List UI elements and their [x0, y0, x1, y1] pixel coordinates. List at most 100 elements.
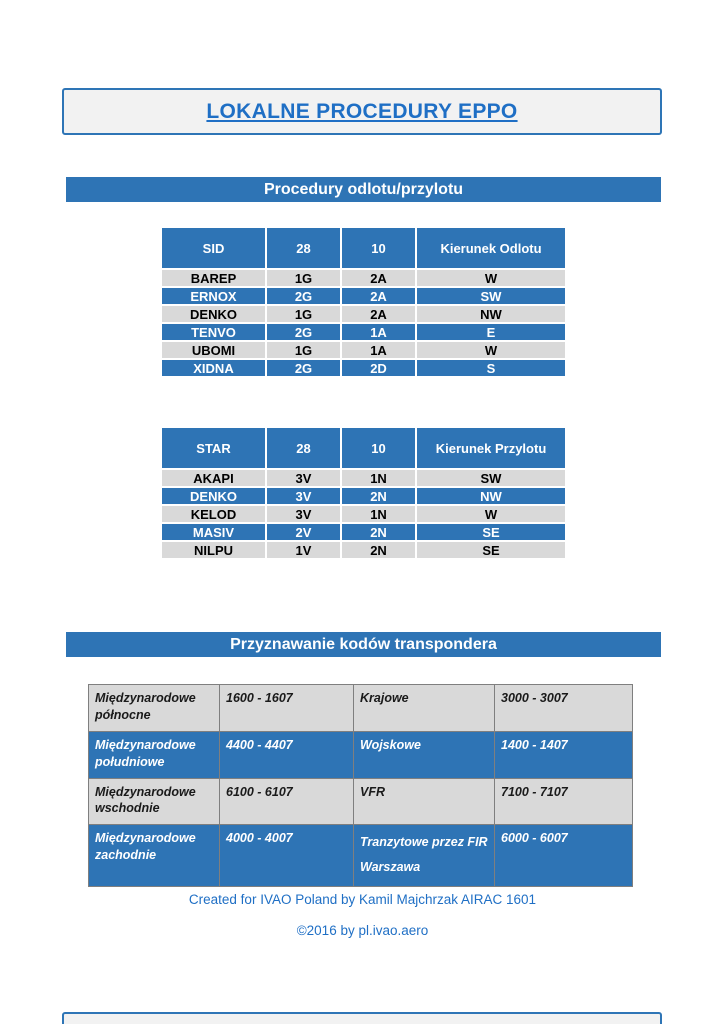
rwy10-cell: 2A: [340, 268, 417, 288]
sid-table-header: SID 28 10 Kierunek Odlotu: [160, 226, 567, 270]
direction-cell: W: [415, 268, 567, 288]
table-header-row: SID 28 10 Kierunek Odlotu: [160, 226, 567, 270]
sid-table: SID 28 10 Kierunek Odlotu BAREP 1G 2A W …: [160, 226, 567, 378]
code-group-cell: Wojskowe: [353, 730, 495, 779]
table-row: Międzynarodowe północne 1600 - 1607 Kraj…: [88, 684, 633, 732]
code-group-cell: Międzynarodowe wschodnie: [88, 777, 220, 826]
rwy10-cell: 2N: [340, 486, 417, 506]
sid-name-cell: BAREP: [160, 268, 267, 288]
star-header-rwy28: 28: [265, 426, 342, 470]
sid-name-cell: XIDNA: [160, 358, 267, 378]
transponder-table: Międzynarodowe północne 1600 - 1607 Kraj…: [88, 684, 633, 887]
rwy10-cell: 2A: [340, 304, 417, 324]
star-name-cell: NILPU: [160, 540, 267, 560]
rwy10-cell: 2N: [340, 522, 417, 542]
rwy10-cell: 2A: [340, 286, 417, 306]
rwy28-cell: 1G: [265, 304, 342, 324]
rwy28-cell: 1G: [265, 340, 342, 360]
star-header-name: STAR: [160, 426, 267, 470]
code-group-cell: Krajowe: [353, 684, 495, 732]
code-group-cell: VFR: [353, 777, 495, 826]
rwy28-cell: 1V: [265, 540, 342, 560]
rwy10-cell: 1A: [340, 322, 417, 342]
code-range-cell: 6100 - 6107: [219, 777, 354, 826]
footer-credit: Created for IVAO Poland by Kamil Majchrz…: [188, 892, 537, 907]
direction-cell: SW: [415, 468, 567, 488]
title-box: LOKALNE PROCEDURY EPPO: [62, 88, 662, 135]
rwy28-cell: 2G: [265, 286, 342, 306]
rwy28-cell: 2G: [265, 358, 342, 378]
table-row: ERNOX 2G 2A SW: [160, 286, 567, 306]
sid-table-body: BAREP 1G 2A W ERNOX 2G 2A SW DENKO 1G 2A…: [160, 268, 567, 378]
rwy28-cell: 2G: [265, 322, 342, 342]
table-row: TENVO 2G 1A E: [160, 322, 567, 342]
rwy28-cell: 3V: [265, 504, 342, 524]
table-row: Międzynarodowe południowe 4400 - 4407 Wo…: [88, 730, 633, 779]
sid-name-cell: TENVO: [160, 322, 267, 342]
direction-cell: S: [415, 358, 567, 378]
table-row: MASIV 2V 2N SE: [160, 522, 567, 542]
rwy28-cell: 3V: [265, 486, 342, 506]
direction-cell: SW: [415, 286, 567, 306]
code-range-cell: 4000 - 4007: [219, 824, 354, 887]
code-group-cell: Międzynarodowe północne: [88, 684, 220, 732]
footer-copyright: ©2016 by pl.ivao.aero: [296, 923, 429, 938]
rwy28-cell: 2V: [265, 522, 342, 542]
sid-header-direction: Kierunek Odlotu: [415, 226, 567, 270]
direction-cell: W: [415, 340, 567, 360]
code-range-cell: 6000 - 6007: [494, 824, 633, 887]
star-header-rwy10: 10: [340, 426, 417, 470]
code-group-cell: Tranzytowe przez FIR Warszawa: [353, 824, 495, 887]
star-table-body: AKAPI 3V 1N SW DENKO 3V 2N NW KELOD 3V 1…: [160, 468, 567, 560]
table-row: BAREP 1G 2A W: [160, 268, 567, 288]
sid-name-cell: ERNOX: [160, 286, 267, 306]
sid-header-name: SID: [160, 226, 267, 270]
code-group-cell: Międzynarodowe zachodnie: [88, 824, 220, 887]
transponder-table-body: Międzynarodowe północne 1600 - 1607 Kraj…: [88, 684, 633, 887]
rwy10-cell: 1N: [340, 468, 417, 488]
star-name-cell: AKAPI: [160, 468, 267, 488]
rwy10-cell: 1A: [340, 340, 417, 360]
section-header-departures: Procedury odlotu/przylotu: [66, 177, 661, 202]
table-row: NILPU 1V 2N SE: [160, 540, 567, 560]
section-header-transponder: Przyznawanie kodów transpondera: [66, 632, 661, 657]
star-header-direction: Kierunek Przylotu: [415, 426, 567, 470]
direction-cell: W: [415, 504, 567, 524]
rwy28-cell: 3V: [265, 468, 342, 488]
table-row: DENKO 1G 2A NW: [160, 304, 567, 324]
code-range-cell: 7100 - 7107: [494, 777, 633, 826]
table-header-row: STAR 28 10 Kierunek Przylotu: [160, 426, 567, 470]
star-name-cell: KELOD: [160, 504, 267, 524]
code-range-cell: 1400 - 1407: [494, 730, 633, 779]
sid-header-rwy28: 28: [265, 226, 342, 270]
table-row: UBOMI 1G 1A W: [160, 340, 567, 360]
page-title: LOKALNE PROCEDURY EPPO: [206, 99, 518, 123]
direction-cell: NW: [415, 486, 567, 506]
table-row: DENKO 3V 2N NW: [160, 486, 567, 506]
code-range-cell: 1600 - 1607: [219, 684, 354, 732]
rwy10-cell: 2D: [340, 358, 417, 378]
code-range-cell: 4400 - 4407: [219, 730, 354, 779]
code-group-cell: Międzynarodowe południowe: [88, 730, 220, 779]
star-table: STAR 28 10 Kierunek Przylotu AKAPI 3V 1N…: [160, 426, 567, 560]
direction-cell: SE: [415, 522, 567, 542]
sid-header-rwy10: 10: [340, 226, 417, 270]
sid-name-cell: DENKO: [160, 304, 267, 324]
star-name-cell: DENKO: [160, 486, 267, 506]
star-table-header: STAR 28 10 Kierunek Przylotu: [160, 426, 567, 470]
direction-cell: E: [415, 322, 567, 342]
sid-name-cell: UBOMI: [160, 340, 267, 360]
star-name-cell: MASIV: [160, 522, 267, 542]
next-page-title-box-partial: [62, 1012, 662, 1024]
table-row: KELOD 3V 1N W: [160, 504, 567, 524]
table-row: AKAPI 3V 1N SW: [160, 468, 567, 488]
rwy10-cell: 1N: [340, 504, 417, 524]
direction-cell: SE: [415, 540, 567, 560]
code-range-cell: 3000 - 3007: [494, 684, 633, 732]
rwy28-cell: 1G: [265, 268, 342, 288]
direction-cell: NW: [415, 304, 567, 324]
table-row: XIDNA 2G 2D S: [160, 358, 567, 378]
table-row: Międzynarodowe wschodnie 6100 - 6107 VFR…: [88, 777, 633, 826]
table-row: Międzynarodowe zachodnie 4000 - 4007 Tra…: [88, 824, 633, 887]
